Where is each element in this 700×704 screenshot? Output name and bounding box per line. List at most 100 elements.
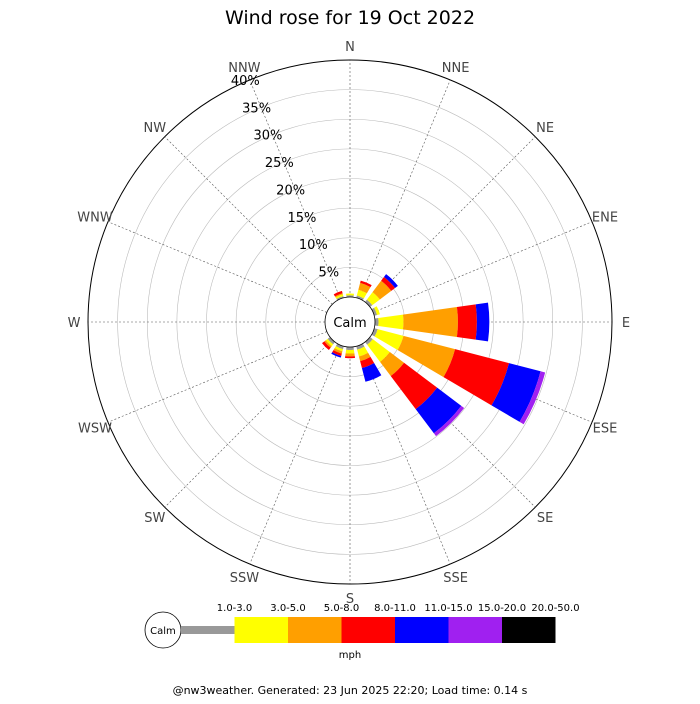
bar-se-bin-1 (367, 339, 390, 362)
spoke-nw (164, 136, 333, 305)
spoke-wnw (107, 221, 328, 313)
bar-nnw-bin-2 (334, 293, 343, 298)
bar-sse-bin-0 (356, 343, 365, 350)
bar-s-bin-1 (345, 349, 355, 354)
calm-label: Calm (333, 316, 366, 331)
legend-swatch-3 (341, 617, 395, 643)
legend-swatch-2 (288, 617, 342, 643)
direction-label-ne: NE (536, 121, 554, 136)
spoke-wsw (107, 331, 328, 423)
bar-ssw-bin-2 (333, 348, 343, 354)
bar-sse-bin-2 (358, 352, 371, 362)
legend-label-3: 8.0-11.0 (374, 603, 416, 614)
spoke-ene (372, 221, 593, 313)
legend-label-1: 3.0-5.0 (270, 603, 305, 614)
bar-e-bin-1 (378, 314, 404, 330)
bar-ese-bin-0 (371, 328, 378, 337)
ring-label-15: 15% (288, 211, 317, 226)
bar-ese-bin-1 (374, 329, 404, 351)
bar-ssw-bin-4 (331, 352, 342, 358)
legend-swatch-5 (448, 617, 502, 643)
direction-label-ene: ENE (592, 210, 618, 225)
legend-swatch-1 (234, 617, 288, 643)
bar-n-bin-1 (346, 293, 354, 296)
bar-ene-bin-1 (374, 306, 380, 315)
bar-nne-bin-2 (358, 282, 371, 294)
bar-e-bin-4 (475, 302, 490, 342)
ring-label-35: 35% (242, 101, 271, 116)
legend-swatch-0 (181, 626, 235, 634)
bar-ese-bin-4 (491, 363, 541, 422)
legend-unit: mph (339, 650, 361, 661)
bar-ese-bin-2 (397, 335, 456, 378)
legend-items: 1.0-3.0 3.0-5.0 5.0-8.0 8.0-11.0 11.0-15.0 15… (181, 603, 580, 643)
ring-label-25: 25% (265, 156, 294, 171)
bar-ne-bin-4 (383, 274, 398, 289)
direction-label-n: N (345, 40, 355, 55)
direction-label-nne: NNE (442, 61, 470, 76)
bar-nne-bin-1 (356, 289, 367, 299)
legend-label-4: 11.0-15.0 (424, 603, 472, 614)
bar-sse-bin-1 (357, 346, 369, 357)
bar-ne-bin-0 (365, 299, 373, 307)
bar-se-bin-5 (433, 405, 465, 437)
ring-35 (117, 89, 583, 555)
ring-label-5: 5% (318, 266, 339, 281)
bar-sse-bin-3 (360, 356, 375, 369)
spoke-ne (367, 136, 536, 305)
spoke-ssw (249, 344, 341, 565)
direction-label-s: S (346, 592, 354, 607)
direction-label-e: E (622, 316, 630, 331)
legend-label-0: 1.0-3.0 (217, 603, 252, 614)
bar-ne-bin-1 (366, 292, 380, 306)
bar-se-bin-0 (365, 337, 373, 345)
direction-spokes (88, 60, 612, 584)
direction-label-ssw: SSW (230, 571, 260, 586)
bar-nnw-bin-1 (335, 294, 344, 299)
direction-label-nw: NW (144, 121, 167, 136)
bar-sw-bin-2 (324, 340, 332, 348)
direction-label-sse: SSE (443, 571, 468, 586)
bar-ese-bin-5 (519, 371, 546, 425)
ring-label-20: 20% (276, 183, 305, 198)
legend-label-5: 15.0-20.0 (478, 603, 526, 614)
spoke-sw (164, 339, 333, 508)
bar-ssw-bin-3 (332, 350, 342, 356)
chart-title: Wind rose for 19 Oct 2022 (225, 7, 475, 29)
legend-calm-label: Calm (150, 626, 176, 637)
direction-label-ese: ESE (593, 422, 618, 437)
bar-nne-bin-0 (356, 295, 364, 301)
ring-labels: 5% 10% 15% 20% 25% 30% 35% 40% (231, 74, 339, 281)
bar-ne-bin-3 (381, 276, 396, 291)
legend-swatch-4 (395, 617, 449, 643)
bar-sw-bin-0 (327, 337, 335, 345)
legend-swatch-6 (502, 617, 556, 643)
bar-s-bin-2 (345, 353, 355, 357)
bar-sse-bin-4 (361, 362, 382, 382)
ring-label-40: 40% (231, 74, 260, 89)
direction-labels: N NNE NE ENE E ESE SE SSE S SSW SW WSW W WNW NW NNW (68, 40, 631, 607)
bar-sw-bin-1 (325, 338, 334, 347)
legend-label-2: 5.0-8.0 (324, 603, 359, 614)
direction-label-sw: SW (144, 511, 165, 526)
bar-ssw-bin-1 (334, 346, 343, 352)
spoke-sse (359, 344, 451, 565)
bar-sw-bin-3 (321, 341, 331, 351)
legend-label-6: 20.0-50.0 (531, 603, 579, 614)
bar-e-bin-0 (374, 318, 379, 326)
direction-label-wsw: WSW (78, 422, 112, 437)
direction-label-se: SE (537, 511, 553, 526)
bar-se-bin-4 (415, 387, 462, 434)
bar-s-bin-3 (344, 356, 356, 359)
bar-ene-bin-0 (371, 307, 378, 316)
direction-label-wnw: WNW (77, 210, 113, 225)
spoke-ese (372, 331, 593, 423)
bar-nnw-bin-0 (336, 296, 344, 301)
ring-label-30: 30% (254, 129, 283, 144)
spoke-se (367, 339, 536, 508)
ring-label-10: 10% (299, 238, 328, 253)
bar-se-bin-2 (380, 352, 405, 377)
bar-nne-bin-3 (360, 280, 372, 288)
direction-label-w: W (68, 316, 81, 331)
